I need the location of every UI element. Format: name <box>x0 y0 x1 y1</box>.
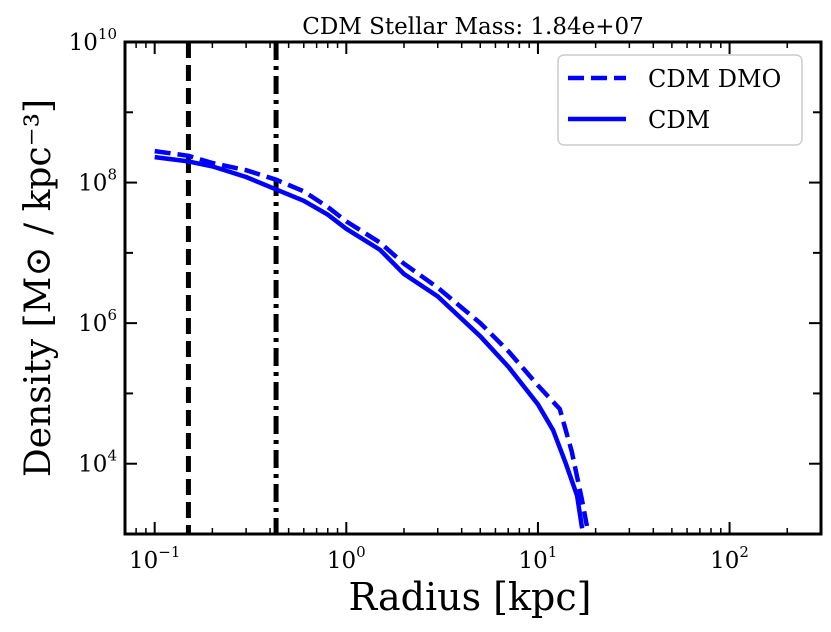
x-tick-label: 102 <box>710 543 749 574</box>
y-tick-label: 108 <box>78 166 117 197</box>
x-axis-label: Radius [kpc] <box>349 575 592 619</box>
y-tick-label: 104 <box>78 447 117 478</box>
x-tick-label: 101 <box>519 543 558 574</box>
y-tick-label: 106 <box>78 306 117 337</box>
legend-label-cdm: CDM <box>648 106 710 134</box>
legend: CDM DMO CDM <box>557 54 803 146</box>
x-tick-label: 100 <box>327 543 366 574</box>
x-tick-label: 10−1 <box>129 543 180 574</box>
plot-area <box>154 42 590 534</box>
y-axis-label: Density [M⊙ / kpc⁻³] <box>18 99 59 477</box>
y-tick-label: 1010 <box>69 25 117 56</box>
legend-label-cdm-dmo: CDM DMO <box>648 65 781 93</box>
chart-title: CDM Stellar Mass: 1.84e+07 <box>302 14 644 40</box>
series-line-cdm <box>154 154 585 529</box>
series-line-cdm-dmo <box>154 148 590 527</box>
y-axis-ticks: 104 106 108 1010 <box>69 25 821 535</box>
plot-frame <box>123 40 823 536</box>
